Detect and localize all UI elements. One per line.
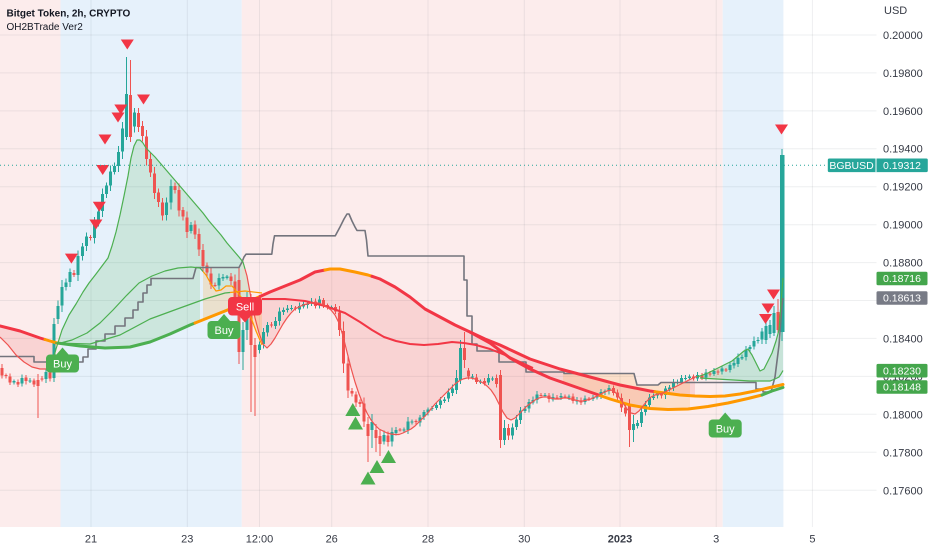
svg-text:Bitget Token, 2h, CRYPTO: Bitget Token, 2h, CRYPTO [7,8,131,19]
svg-text:23: 23 [181,534,193,546]
svg-text:Buy: Buy [215,325,234,337]
svg-text:0.19312: 0.19312 [883,160,921,172]
svg-text:28: 28 [422,534,434,546]
svg-text:26: 26 [326,534,338,546]
svg-text:USD: USD [884,5,907,17]
svg-text:0.18716: 0.18716 [883,273,921,285]
svg-text:Sell: Sell [236,302,254,314]
svg-text:21: 21 [85,534,97,546]
svg-text:0.19200: 0.19200 [883,182,923,194]
svg-text:0.19000: 0.19000 [883,220,923,232]
svg-text:0.18400: 0.18400 [883,334,923,346]
svg-text:OH2BTrade Ver2: OH2BTrade Ver2 [7,22,84,33]
svg-text:12:00: 12:00 [246,534,274,546]
svg-text:0.18148: 0.18148 [883,382,921,394]
svg-text:5: 5 [809,534,815,546]
svg-text:0.20000: 0.20000 [883,30,923,42]
svg-text:0.18613: 0.18613 [883,293,921,305]
svg-text:30: 30 [518,534,530,546]
svg-text:Buy: Buy [716,424,735,436]
svg-text:2023: 2023 [608,534,632,546]
svg-text:0.17600: 0.17600 [883,485,923,497]
svg-text:0.19600: 0.19600 [883,106,923,118]
svg-text:3: 3 [713,534,719,546]
svg-text:Buy: Buy [53,359,72,371]
svg-text:BGBUSD: BGBUSD [829,160,874,172]
svg-text:0.18800: 0.18800 [883,258,923,270]
svg-text:0.18000: 0.18000 [883,409,923,421]
svg-text:0.19800: 0.19800 [883,68,923,80]
svg-text:0.19400: 0.19400 [883,144,923,156]
svg-text:0.18230: 0.18230 [883,365,921,377]
svg-text:0.17800: 0.17800 [883,447,923,459]
